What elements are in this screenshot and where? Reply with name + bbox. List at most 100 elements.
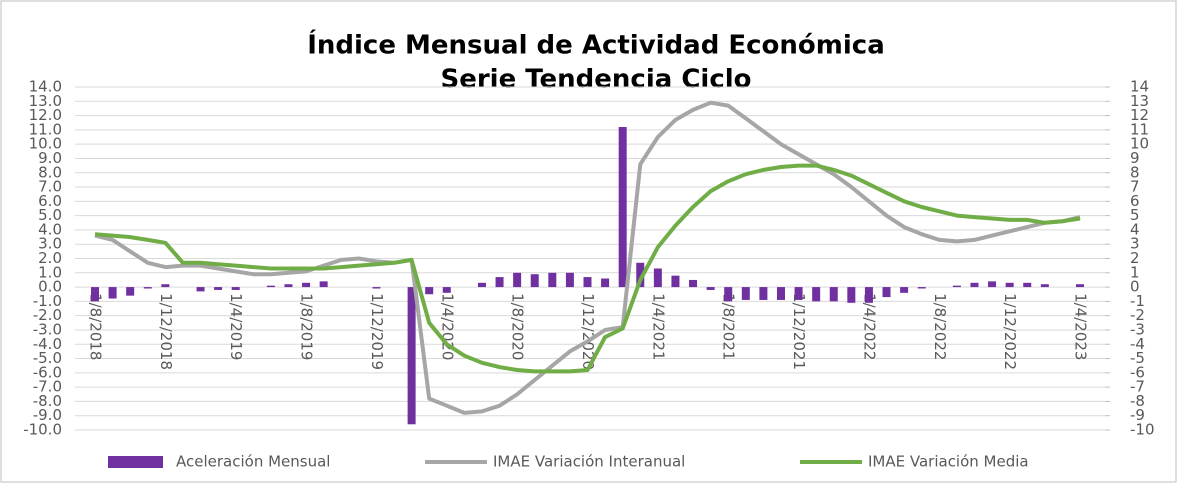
y2-tick-label: -1 xyxy=(1130,292,1145,310)
bar xyxy=(1005,282,1014,288)
bar xyxy=(302,282,311,288)
bar xyxy=(548,272,557,288)
bar xyxy=(829,287,838,302)
y2-tick-label: 7 xyxy=(1130,178,1140,196)
x-tick-label: 1/12/2020 xyxy=(579,293,597,370)
x-tick-label: 1/8/2019 xyxy=(298,293,316,360)
y-tick-label: 13.0 xyxy=(29,92,62,110)
y2-tick-label: 13 xyxy=(1130,92,1149,110)
y2-tick-label: -3 xyxy=(1130,320,1145,338)
y-tick-label: 9.0 xyxy=(38,149,62,167)
y2-tick-label: 8 xyxy=(1130,163,1140,181)
bar xyxy=(741,287,750,300)
bar xyxy=(477,282,486,288)
x-tick-label: 1/12/2019 xyxy=(368,293,386,370)
y2-tick-label: -5 xyxy=(1130,349,1145,367)
bar xyxy=(759,287,768,300)
x-tick-label: 1/12/2018 xyxy=(157,293,175,370)
bar xyxy=(372,287,381,289)
y2-tick-label: 0 xyxy=(1130,278,1140,296)
bar xyxy=(161,284,170,288)
bar xyxy=(812,287,821,302)
x-tick-label: 1/4/2020 xyxy=(438,293,456,360)
bar xyxy=(266,285,275,288)
bar xyxy=(284,284,293,288)
x-tick-label: 1/4/2019 xyxy=(227,293,245,360)
bar xyxy=(407,287,416,425)
y2-tick-label: -4 xyxy=(1130,335,1145,353)
bar xyxy=(143,287,152,289)
y2-tick-label: 2 xyxy=(1130,249,1140,267)
bar xyxy=(214,287,223,290)
y-tick-label: 6.0 xyxy=(38,192,62,210)
legend-swatch xyxy=(108,456,163,468)
y-tick-label: -2.0 xyxy=(33,306,62,324)
bar xyxy=(636,262,645,288)
y-tick-label: -3.0 xyxy=(33,320,62,338)
bar xyxy=(970,282,979,288)
bar xyxy=(530,274,539,288)
bar xyxy=(706,287,715,290)
legend-label: Aceleración Mensual xyxy=(176,453,330,471)
x-tick-label: 1/4/2021 xyxy=(649,293,667,360)
bar xyxy=(495,277,504,288)
bar xyxy=(425,287,434,295)
bar xyxy=(917,287,926,289)
bar xyxy=(988,281,997,288)
bar xyxy=(689,279,698,288)
y2-tick-label: -6 xyxy=(1130,363,1145,381)
x-tick-label: 1/8/2018 xyxy=(87,293,105,360)
bar xyxy=(601,278,610,288)
bar xyxy=(653,268,662,288)
y-tick-label: 2.0 xyxy=(38,249,62,267)
y-tick-label: 7.0 xyxy=(38,178,62,196)
y-tick-label: 4.0 xyxy=(38,220,62,238)
x-tick-label: 1/4/2023 xyxy=(1072,293,1090,360)
y2-tick-label: 10 xyxy=(1130,135,1149,153)
x-tick-label: 1/8/2021 xyxy=(720,293,738,360)
y2-tick-label: 12 xyxy=(1130,106,1149,124)
y-tick-label: -4.0 xyxy=(33,335,62,353)
legend-label: IMAE Variación Media xyxy=(868,453,1029,471)
bar xyxy=(1040,284,1049,288)
x-tick-label: 1/4/2022 xyxy=(860,293,878,360)
chart-title: Índice Mensual de Actividad Económica xyxy=(307,29,885,61)
y2-tick-label: 4 xyxy=(1130,220,1140,238)
x-tick-label: 1/8/2022 xyxy=(931,293,949,360)
bar xyxy=(724,287,733,302)
y-tick-label: 11.0 xyxy=(29,120,62,138)
y-tick-label: 10.0 xyxy=(29,135,62,153)
y2-tick-label: 11 xyxy=(1130,120,1149,138)
bar xyxy=(91,287,99,302)
bar xyxy=(952,285,961,288)
y2-tick-label: 14 xyxy=(1130,78,1149,96)
y2-tick-label: -9 xyxy=(1130,406,1145,424)
y2-tick-label: -2 xyxy=(1130,306,1145,324)
y-tick-label: -1.0 xyxy=(33,292,62,310)
y2-tick-label: 5 xyxy=(1130,206,1140,224)
bar xyxy=(583,277,592,288)
y-tick-label: 8.0 xyxy=(38,163,62,181)
y2-tick-label: -8 xyxy=(1130,392,1145,410)
bar xyxy=(319,281,328,288)
y-tick-label: -5.0 xyxy=(33,349,62,367)
legend-label: IMAE Variación Interanual xyxy=(493,453,685,471)
bar xyxy=(847,287,856,303)
y2-tick-label: 9 xyxy=(1130,149,1140,167)
y2-tick-label: -10 xyxy=(1130,421,1155,439)
y-tick-label: -9.0 xyxy=(33,406,62,424)
bar xyxy=(794,287,803,300)
bar xyxy=(776,287,785,300)
y-tick-label: -6.0 xyxy=(33,363,62,381)
line xyxy=(94,163,1081,374)
y-tick-label: 14.0 xyxy=(29,78,62,96)
x-tick-label: 1/12/2021 xyxy=(790,293,808,370)
bar xyxy=(442,287,451,293)
y-tick-label: 5.0 xyxy=(38,206,62,224)
y2-tick-label: 3 xyxy=(1130,235,1140,253)
y2-tick-label: 6 xyxy=(1130,192,1140,210)
y-tick-label: 1.0 xyxy=(38,263,62,281)
line xyxy=(94,100,1081,415)
bar xyxy=(1023,282,1032,288)
